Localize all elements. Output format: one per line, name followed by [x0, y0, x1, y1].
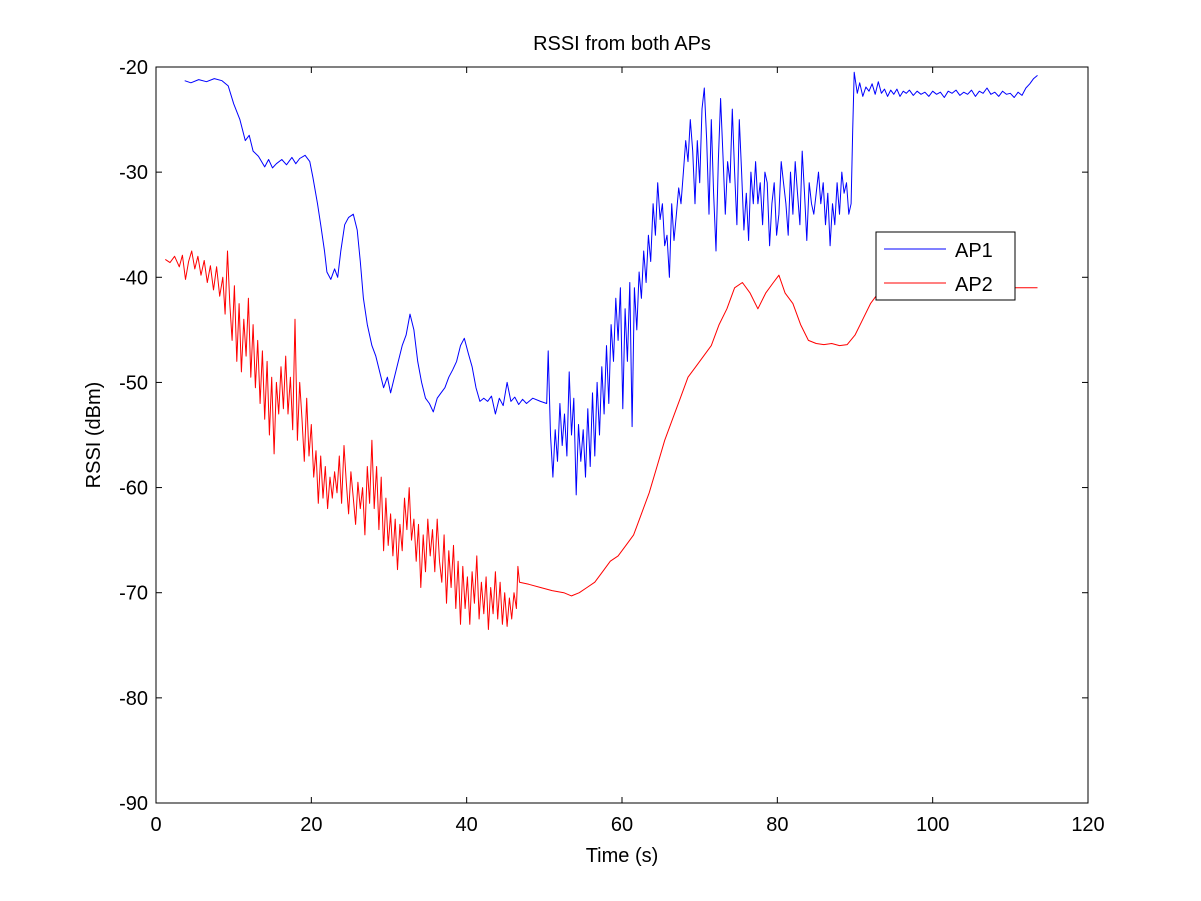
x-tick-label: 40: [456, 814, 478, 836]
x-tick-label: 0: [150, 814, 161, 836]
x-axis-label: Time (s): [586, 845, 659, 867]
legend-box: [875, 231, 1016, 301]
y-tick-label: -30: [119, 162, 148, 184]
x-tick-label: 80: [766, 814, 788, 836]
y-tick-label: -20: [119, 57, 148, 79]
series-line-ap2: [165, 250, 1038, 630]
x-tick-label: 20: [300, 814, 322, 836]
y-tick-label: -70: [119, 583, 148, 605]
plot-area: 0 20 40 60 80 100 120 -90 -80 -70 -60 -50 -40 -30 -20: [119, 57, 1105, 836]
series-line-ap1: [184, 71, 1038, 496]
y-tick-label: -50: [119, 372, 148, 394]
legend-label-ap1: AP1: [955, 240, 993, 262]
y-axis-label: RSSI (dBm): [83, 382, 105, 489]
y-tick-label: -90: [119, 793, 148, 815]
x-tick-label: 60: [611, 814, 633, 836]
legend: AP1 AP2: [875, 231, 1016, 301]
y-tick-label: -80: [119, 688, 148, 710]
chart-title: RSSI from both APs: [533, 33, 711, 55]
axes-frame: [155, 66, 1089, 804]
legend-label-ap2: AP2: [955, 274, 993, 296]
y-axis-ticks: -90 -80 -70 -60 -50 -40 -30 -20: [119, 57, 1088, 815]
y-tick-label: -60: [119, 478, 148, 500]
x-tick-label: 120: [1071, 814, 1104, 836]
x-axis-ticks: 0 20 40 60 80 100 120: [150, 67, 1105, 836]
series-layer: [165, 71, 1038, 630]
y-tick-label: -40: [119, 267, 148, 289]
x-tick-label: 100: [916, 814, 949, 836]
